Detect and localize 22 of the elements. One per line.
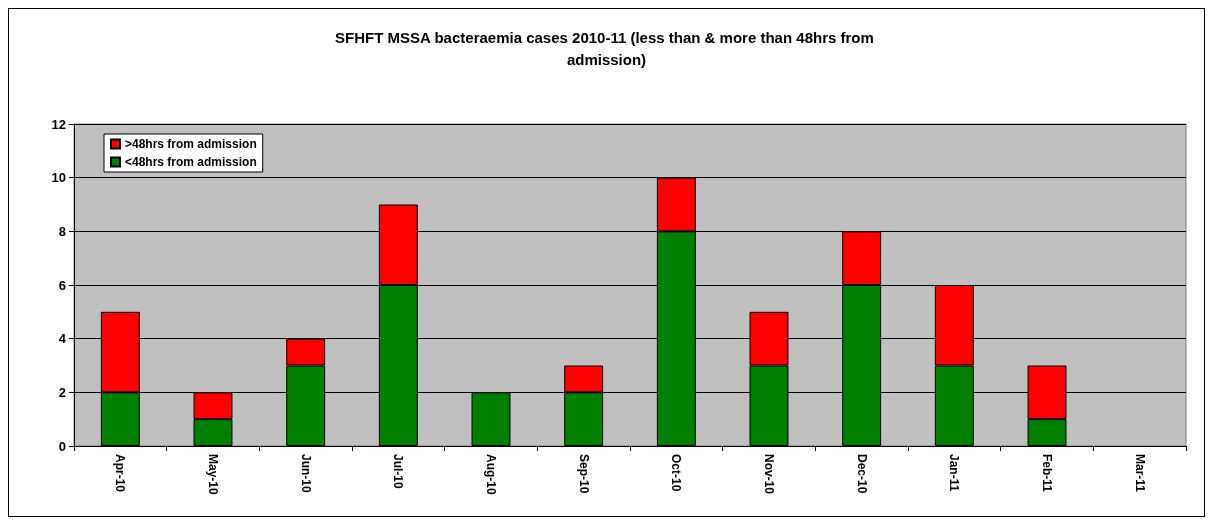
x-tick-label: May-10 (206, 454, 220, 496)
chart-title: SFHFT MSSA bacteraemia cases 2010-11 (less than & more than 48hrs from admission) (335, 28, 878, 68)
x-tick-label: Sep-10 (576, 454, 591, 494)
legend-label: <48hrs from admission (125, 155, 257, 169)
y-tick-label: 6 (58, 277, 66, 293)
y-tick-label: 8 (58, 223, 66, 239)
y-tick-label: 10 (51, 170, 66, 186)
x-tick-label: Aug-10 (484, 454, 498, 495)
x-tick-label: Feb-11 (1040, 454, 1054, 493)
y-tick-label: 12 (51, 116, 66, 132)
x-tick-label: Dec-10 (854, 454, 869, 494)
x-tick-label: Jun-10 (298, 454, 313, 493)
x-tick-label: Nov-10 (762, 454, 776, 495)
y-tick-label: 4 (58, 331, 67, 347)
x-tick-label: Jul-10 (391, 454, 406, 490)
y-tick-label: 0 (58, 438, 66, 454)
x-tick-label: Jan-11 (947, 454, 962, 492)
y-tick-label: 2 (58, 384, 66, 400)
x-tick-label: Mar-11 (1132, 454, 1147, 493)
legend-label: >48hrs from admission (125, 137, 257, 151)
x-tick-label: Apr-10 (113, 454, 128, 493)
x-tick-label: Oct-10 (669, 454, 684, 492)
